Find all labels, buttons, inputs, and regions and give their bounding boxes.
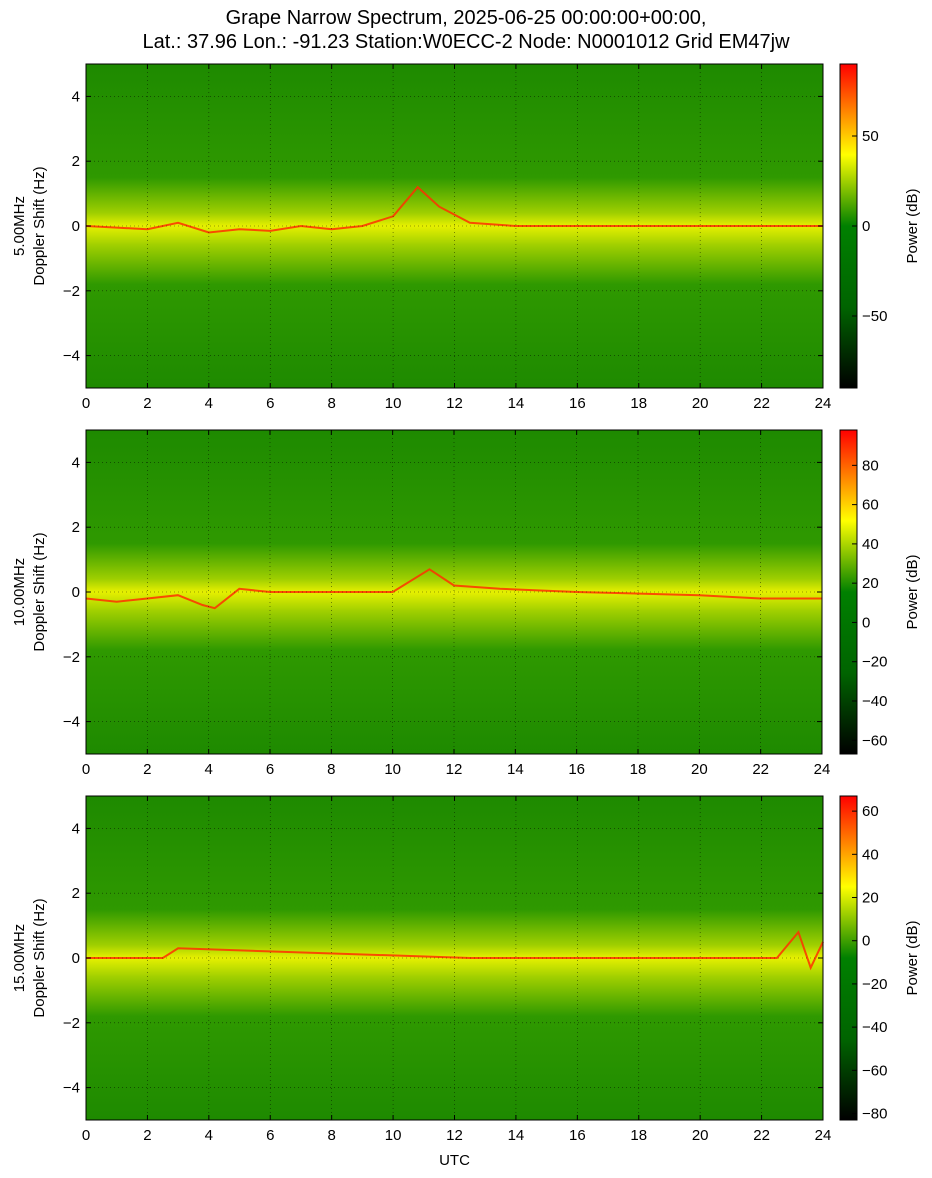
x-tick-label: 6 <box>266 761 274 778</box>
colorbar-tick-label: −50 <box>862 308 887 325</box>
x-tick-label: 22 <box>752 761 769 778</box>
x-axis-label: UTC <box>439 1152 470 1169</box>
y-tick-label: −2 <box>63 1015 80 1032</box>
y-tick-label: 4 <box>72 88 80 105</box>
colorbar-label: Power (dB) <box>904 920 921 995</box>
y-tick-label: 2 <box>72 153 80 170</box>
colorbar-tick-label: 0 <box>862 218 870 235</box>
x-tick-label: 12 <box>446 1127 463 1144</box>
frequency-label: 5.00MHz <box>11 196 28 256</box>
x-tick-label: 16 <box>569 395 586 412</box>
colorbar-scale <box>839 795 858 1121</box>
x-tick-label: 22 <box>753 1127 770 1144</box>
y-tick-label: −2 <box>63 283 80 300</box>
colorbar-scale <box>839 429 858 755</box>
x-tick-label: 16 <box>568 761 585 778</box>
colorbar-label: Power (dB) <box>904 188 921 263</box>
colorbar-label: Power (dB) <box>904 554 921 629</box>
colorbar-tick-label: −20 <box>862 654 887 671</box>
y-tick-label: 0 <box>72 584 80 601</box>
x-tick-label: 2 <box>143 761 151 778</box>
x-tick-label: 16 <box>569 1127 586 1144</box>
x-tick-label: 2 <box>143 395 151 412</box>
x-tick-label: 8 <box>327 1127 335 1144</box>
carrier-trace <box>85 568 822 610</box>
y-axis-label: Doppler Shift (Hz) <box>31 166 48 285</box>
x-tick-label: 0 <box>82 1127 90 1144</box>
x-tick-label: 14 <box>508 1127 525 1144</box>
y-tick-label: 4 <box>72 454 80 471</box>
colorbar: 60 40 20 0 −20 −40 −60 −80 Power (dB) <box>839 795 921 1123</box>
y-tick-label: −4 <box>63 714 80 731</box>
colorbar-tick-label: −20 <box>862 976 887 993</box>
x-tick-label: 0 <box>82 395 90 412</box>
colorbar-tick-label: 50 <box>862 128 879 145</box>
colorbar-tick-label: 60 <box>862 803 879 820</box>
x-tick-label: 14 <box>508 395 525 412</box>
y-tick-label: 2 <box>72 885 80 902</box>
chart-title-line2: Lat.: 37.96 Lon.: -91.23 Station:W0ECC-2… <box>142 31 790 53</box>
colorbar-tick-label: 60 <box>862 497 879 514</box>
y-tick-label: 2 <box>72 519 80 536</box>
colorbar-tick-label: 40 <box>862 846 879 863</box>
colorbar-tick-label: −40 <box>862 1019 887 1036</box>
y-tick-label: 0 <box>72 218 80 235</box>
x-tick-label: 12 <box>446 761 463 778</box>
colorbar-tick-label: 0 <box>862 933 870 950</box>
x-tick-label: 18 <box>630 1127 647 1144</box>
x-tick-label: 18 <box>630 761 647 778</box>
x-tick-label: 4 <box>205 1127 213 1144</box>
x-tick-label: 22 <box>753 395 770 412</box>
x-tick-label: 24 <box>814 761 831 778</box>
x-tick-label: 20 <box>691 761 708 778</box>
chart-title-line1: Grape Narrow Spectrum, 2025-06-25 00:00:… <box>225 7 707 29</box>
x-tick-label: 0 <box>82 761 90 778</box>
x-tick-label: 8 <box>327 395 335 412</box>
colorbar-tick-label: 80 <box>862 457 879 474</box>
colorbar-tick-label: 20 <box>862 890 879 907</box>
x-tick-label: 10 <box>385 395 402 412</box>
x-tick-label: 6 <box>266 395 274 412</box>
colorbar: 50 0 −50 Power (dB) <box>839 63 921 389</box>
x-tick-label: 20 <box>692 1127 709 1144</box>
colorbar-tick-label: −60 <box>862 732 887 749</box>
x-tick-label: 24 <box>815 1127 832 1144</box>
x-tick-label: 14 <box>507 761 524 778</box>
x-tick-label: 6 <box>266 1127 274 1144</box>
colorbar: 80 60 40 20 0 −20 −40 −60 Power (dB) <box>839 429 921 755</box>
x-tick-label: 18 <box>630 395 647 412</box>
colorbar-tick-label: −80 <box>862 1106 887 1123</box>
colorbar-tick-label: 40 <box>862 536 879 553</box>
x-tick-label: 24 <box>815 395 832 412</box>
frequency-label: 10.00MHz <box>11 558 28 626</box>
x-tick-label: 8 <box>327 761 335 778</box>
colorbar-tick-label: −40 <box>862 693 887 710</box>
y-axis-label: Doppler Shift (Hz) <box>31 532 48 651</box>
x-tick-label: 2 <box>143 1127 151 1144</box>
chart-title: Grape Narrow Spectrum, 2025-06-25 00:00:… <box>0 6 932 54</box>
y-tick-label: −4 <box>63 348 80 365</box>
x-tick-label: 4 <box>204 761 212 778</box>
x-tick-label: 20 <box>692 395 709 412</box>
carrier-trace <box>86 930 824 971</box>
x-tick-label: 4 <box>205 395 213 412</box>
y-tick-label: 4 <box>72 820 80 837</box>
y-tick-label: 0 <box>72 950 80 967</box>
colorbar-tick-label: 20 <box>862 575 879 592</box>
x-tick-label: 10 <box>384 761 401 778</box>
y-axis-label: Doppler Shift (Hz) <box>31 898 48 1017</box>
x-tick-label: 10 <box>385 1127 402 1144</box>
x-tick-label: 12 <box>446 395 463 412</box>
y-tick-label: −2 <box>63 649 80 666</box>
colorbar-tick-label: −60 <box>862 1062 887 1079</box>
y-tick-label: −4 <box>63 1080 80 1097</box>
colorbar-tick-label: 0 <box>862 614 870 631</box>
frequency-label: 15.00MHz <box>11 924 28 992</box>
